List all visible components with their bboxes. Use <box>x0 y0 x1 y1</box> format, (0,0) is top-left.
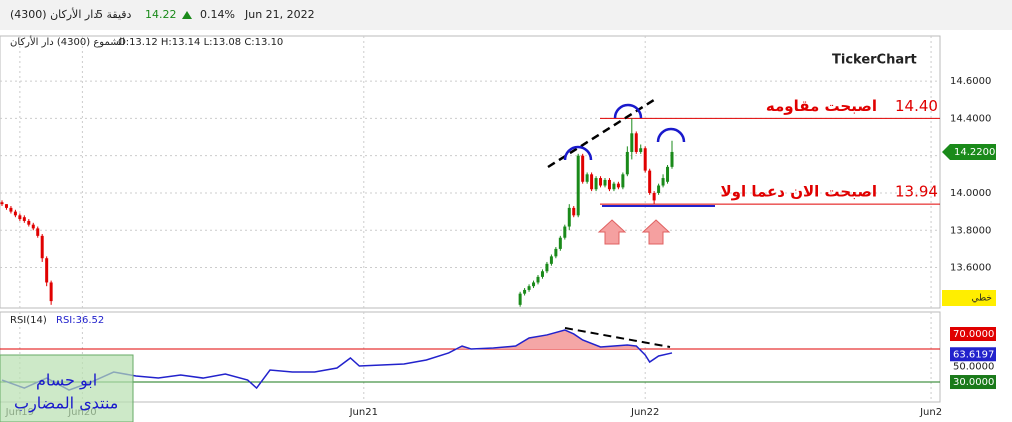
last-price-box <box>942 143 996 160</box>
signature: ابو حسام <box>36 371 97 391</box>
header-bar <box>0 0 1012 30</box>
header-change: 0.14% <box>200 8 235 21</box>
candle-body <box>536 276 540 283</box>
y-tick-label: 13.8000 <box>950 225 991 236</box>
rsi-subtitle: RSI:36.52 <box>56 315 104 326</box>
watermark: TickerChart <box>832 53 917 68</box>
candle-body <box>27 220 31 225</box>
price-panel <box>0 35 941 309</box>
candle-body <box>13 211 17 216</box>
price-title: الشموع (4300) دار الأركان <box>10 35 125 48</box>
candle-body <box>36 228 40 236</box>
arc <box>613 103 643 119</box>
candle-body <box>621 174 625 188</box>
candle-body <box>18 215 22 220</box>
candle-body <box>554 248 558 257</box>
signature-box <box>0 354 134 422</box>
y-tick-label: 70.0000 <box>953 329 994 340</box>
rsi-trend-line <box>564 327 671 348</box>
level-label: 14.40 <box>895 97 938 115</box>
arrow <box>641 219 671 245</box>
arc <box>656 127 686 143</box>
candle-body <box>634 133 638 152</box>
drawings <box>547 96 686 348</box>
candle-body <box>612 183 616 190</box>
candle-body <box>4 204 8 208</box>
candle-body <box>549 256 553 264</box>
candle-body <box>616 183 620 188</box>
candle-body <box>581 155 585 182</box>
candle-body <box>567 207 571 227</box>
rsi-title: RSI(14) <box>10 315 47 326</box>
header-date: Jun 21, 2022 <box>244 8 315 21</box>
candle-body <box>563 226 567 238</box>
last-value-label: 63.6197 <box>953 349 994 360</box>
candle-body <box>558 237 562 249</box>
candle-body <box>545 263 549 272</box>
y-tick-label: 30.0000 <box>953 377 994 388</box>
candle-body <box>576 155 580 216</box>
x-tick-label: Jun21 <box>349 407 378 418</box>
candle-body <box>590 174 594 190</box>
candle-body <box>22 217 26 221</box>
candle-body <box>9 207 13 212</box>
y-tick-label: 14.6000 <box>950 76 991 87</box>
header-interval: 5 دقيقة <box>96 8 132 21</box>
candle-body <box>652 192 656 201</box>
header-name: (4300) دار الأركان <box>10 7 98 21</box>
candle-body <box>648 170 652 193</box>
candle-body <box>572 207 576 216</box>
candle-body <box>594 178 598 190</box>
mode-box <box>942 290 996 306</box>
candle-body <box>31 224 35 229</box>
candle-body <box>40 235 44 259</box>
y-tick-label: 14.0000 <box>950 188 991 199</box>
y-tick-label: 14.4000 <box>950 113 991 124</box>
level-text: اصبحت مقاومه <box>766 97 877 115</box>
arrow <box>597 219 627 245</box>
candle-body <box>585 174 589 182</box>
y-tick-label: 13.6000 <box>950 263 991 274</box>
level-label: 13.94 <box>895 183 938 201</box>
arc <box>563 145 593 161</box>
rsi-line <box>1 329 673 391</box>
candle-body <box>670 151 674 167</box>
candle-body <box>625 151 629 175</box>
candle-body <box>532 282 536 287</box>
candle-body <box>639 148 643 152</box>
candle-body <box>45 258 49 283</box>
candle-body <box>630 133 634 152</box>
mode-label: خطي <box>972 294 992 304</box>
candle-body <box>527 286 531 290</box>
candle-body <box>666 166 670 182</box>
up-arrow <box>182 11 192 19</box>
last-price-label: 14.2200 <box>954 147 995 158</box>
candle-body <box>603 179 607 186</box>
x-tick-label: Jun22 <box>630 407 659 418</box>
candle-body <box>599 178 603 186</box>
header-price: 14.22 <box>145 8 177 21</box>
candle-body <box>0 202 4 205</box>
y-tick-box <box>950 375 996 390</box>
candle-body <box>523 289 527 294</box>
candle-body <box>607 179 611 190</box>
y-tick-box <box>950 327 996 341</box>
candle-body <box>657 185 661 193</box>
ohlc: O:13.12 H:13.14 L:13.08 C:13.10 <box>118 37 283 48</box>
candle-body <box>540 271 544 277</box>
candle-body <box>643 148 647 171</box>
rsi-panel <box>0 311 941 403</box>
y-tick-label: 50.0000 <box>953 362 994 373</box>
signature: منتدى المضارب <box>14 394 118 414</box>
candle-body <box>661 178 665 186</box>
last-value-box <box>950 347 996 362</box>
candle-body <box>518 293 522 305</box>
candle-body <box>49 282 53 302</box>
x-tick-label: Jun2 <box>919 407 942 418</box>
level-text: اصبحت الان دعما اولا <box>721 183 878 201</box>
